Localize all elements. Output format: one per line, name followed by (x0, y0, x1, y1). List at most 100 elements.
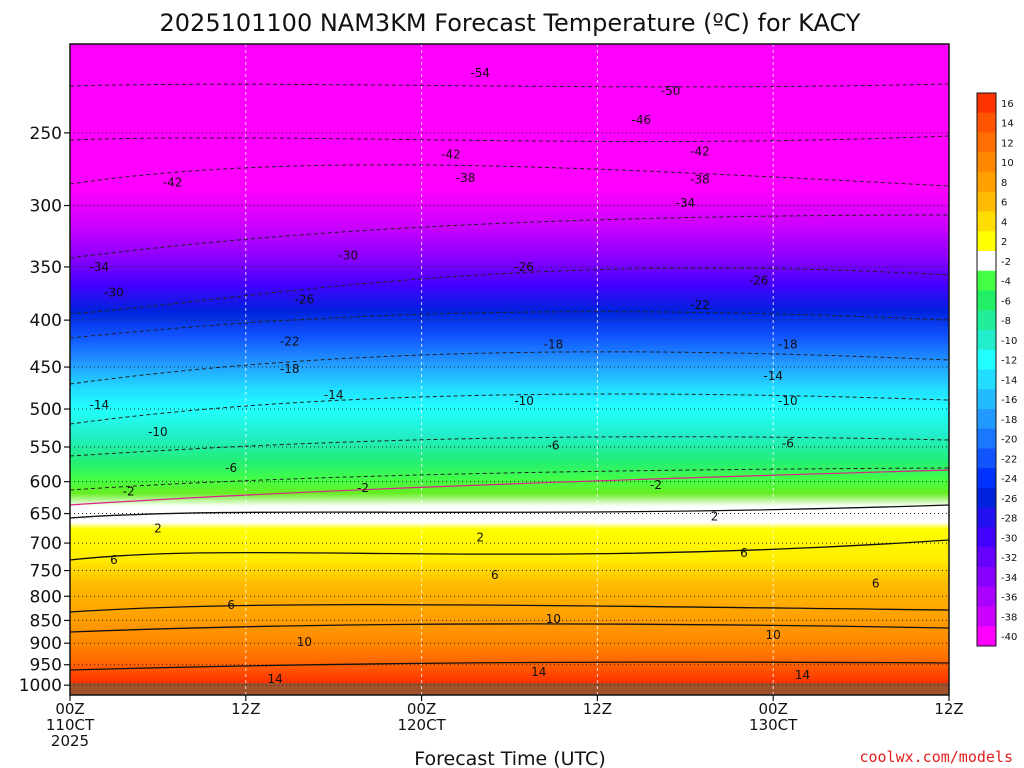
colorbar-label: -16 (1001, 395, 1017, 406)
y-tick-label: 700 (30, 534, 62, 554)
isotherm-label: -38 (456, 171, 476, 185)
colorbar-label: -14 (1001, 375, 1017, 386)
isotherm-label: -2 (357, 481, 369, 495)
isotherm-label: 2 (711, 510, 719, 524)
colorbar-label: -18 (1001, 415, 1017, 426)
isotherm-label: -6 (225, 461, 237, 475)
isotherm-label: -38 (690, 172, 710, 186)
x-tick-label: 12Z (934, 700, 963, 718)
colorbar-label: -20 (1001, 435, 1017, 446)
isotherm-label: 14 (267, 672, 282, 686)
colorbar-label: 14 (1001, 119, 1014, 130)
x-tick-label: 00Z (407, 700, 436, 718)
y-tick-label: 300 (30, 197, 62, 217)
colorbar-swatch (977, 409, 996, 430)
x-tick-label: 2025 (51, 732, 89, 750)
colorbar-swatch (977, 626, 996, 647)
colorbar-swatch (977, 527, 996, 548)
colorbar-swatch (977, 191, 996, 212)
colorbar-label: -12 (1001, 356, 1017, 367)
isotherm-label: -26 (514, 260, 534, 274)
colorbar-label: -24 (1001, 474, 1017, 485)
isotherm-label: -26 (295, 293, 315, 307)
colorbar-label: -36 (1001, 593, 1017, 604)
colorbar-label: -10 (1001, 336, 1017, 347)
isotherm-label: -18 (280, 362, 300, 376)
isotherm-label: 2 (476, 530, 484, 544)
isotherm-label: 6 (872, 577, 880, 591)
isotherm-label: 6 (110, 553, 118, 567)
y-tick-label: 900 (30, 634, 62, 654)
colorbar-label: -40 (1001, 632, 1017, 643)
isotherm-label: -34 (89, 260, 109, 274)
colorbar-swatch (977, 606, 996, 627)
isotherm-label: -22 (690, 298, 710, 312)
colorbar-swatch (977, 310, 996, 331)
colorbar-label: 10 (1001, 158, 1014, 169)
colorbar-swatch (977, 132, 996, 153)
y-tick-label: 400 (30, 311, 62, 331)
isotherm-label: -2 (650, 478, 662, 492)
plot-area: -54-50-46-42-42 -42-38 -38-34-34-30-30-26-… (69, 43, 950, 696)
chart-title: 2025101100 NAM3KM Forecast Temperature (… (160, 9, 861, 37)
colorbar-swatch (977, 152, 996, 173)
isotherm-label: -42 (690, 145, 710, 159)
y-tick-label: 1000 (19, 676, 62, 696)
isotherm-label: 6 (491, 568, 499, 582)
isotherm-label: -18 (778, 337, 798, 351)
colorbar-swatch (977, 93, 996, 114)
colorbar-swatch (977, 547, 996, 568)
colorbar-label: -38 (1001, 612, 1017, 623)
colorbar-swatch (977, 428, 996, 449)
colorbar-label: -30 (1001, 533, 1017, 544)
isotherm-label: -22 (280, 334, 300, 348)
colorbar-label: 4 (1001, 217, 1007, 228)
pressure-axis: 250 300 350 400 450 500 550 600 650 700 750 800 850 9… (19, 124, 70, 696)
colorbar-swatch (977, 507, 996, 528)
isotherm-label: -42 (441, 148, 461, 162)
colorbar-swatch (977, 369, 996, 390)
colorbar-swatch (977, 349, 996, 370)
isotherm-label: -54 (470, 66, 490, 80)
colorbar-label: -28 (1001, 514, 1017, 525)
isotherm-label: -46 (632, 113, 652, 127)
isotherm-label: -30 (104, 285, 124, 299)
isotherm-label: -6 (547, 439, 559, 453)
isotherm-label: -14 (763, 369, 783, 383)
y-tick-label: 550 (30, 438, 62, 458)
credit-link[interactable]: coolwx.com/models (859, 748, 1013, 766)
isotherm-label: 6 (227, 598, 235, 612)
colorbar-label: -6 (1001, 296, 1011, 307)
x-tick-label: 12Z (231, 700, 260, 718)
x-tick-label: 130CT (749, 716, 798, 734)
isotherm-label: -26 (749, 273, 769, 287)
colorbar-label: -2 (1001, 257, 1011, 268)
colorbar-swatch (977, 270, 996, 291)
colorbar-swatch (977, 567, 996, 588)
colorbar-label: -22 (1001, 454, 1017, 465)
x-tick-label: 00Z (55, 700, 84, 718)
isotherm-label: 10 (766, 628, 781, 642)
colorbar-swatch (977, 488, 996, 509)
colorbar-frame (976, 92, 997, 647)
y-tick-label: 350 (30, 258, 62, 278)
isotherm-labels: -54-50-46-42-42 -42-38 -38-34-34-30-30-26-… (89, 66, 880, 686)
isotherm-label: 14 (795, 668, 810, 682)
y-tick-label: 600 (30, 473, 62, 493)
y-tick-label: 750 (30, 562, 62, 582)
colorbar-swatch (977, 330, 996, 351)
isotherm-lines (69, 83, 950, 671)
isotherm-label: -50 (661, 84, 681, 98)
colorbar-label: -26 (1001, 494, 1017, 505)
colorbar-swatch (977, 231, 996, 252)
colorbar-label: 12 (1001, 138, 1014, 149)
isotherm-label: -14 (89, 398, 109, 412)
colorbar-label: -34 (1001, 573, 1017, 584)
x-tick-label: 00Z (759, 700, 788, 718)
colorbar-label: -8 (1001, 316, 1011, 327)
isotherm-label: 6 (740, 546, 748, 560)
isotherm-label: -10 (514, 394, 534, 408)
colorbar-label: 16 (1001, 99, 1014, 110)
